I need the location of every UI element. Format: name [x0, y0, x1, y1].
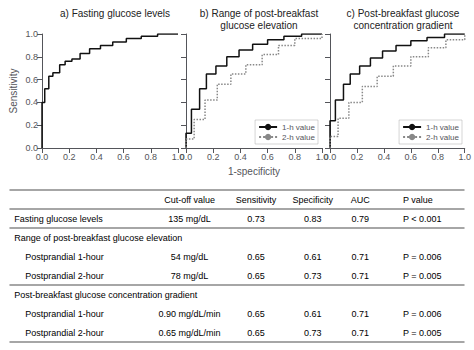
svg-text:1-h value: 1-h value [426, 123, 459, 132]
svg-text:concentration gradient: concentration gradient [354, 20, 453, 31]
svg-text:2-h value: 2-h value [426, 133, 459, 142]
svg-text:0.73: 0.73 [304, 271, 322, 281]
svg-text:0.0: 0.0 [36, 152, 49, 162]
svg-text:0.71: 0.71 [351, 309, 369, 319]
svg-text:P = 0.006: P = 0.006 [403, 252, 442, 262]
svg-text:1.0: 1.0 [315, 151, 329, 162]
svg-text:0.2: 0.2 [63, 152, 76, 162]
svg-text:0.4: 0.4 [90, 152, 103, 162]
svg-text:Sensitivity: Sensitivity [236, 195, 277, 205]
svg-text:135 mg/dL: 135 mg/dL [168, 214, 211, 224]
svg-text:1-specificity: 1-specificity [228, 166, 280, 177]
svg-text:0.83: 0.83 [304, 214, 322, 224]
svg-text:0.71: 0.71 [351, 271, 369, 281]
svg-text:b) Range of post-breakfast: b) Range of post-breakfast [200, 8, 319, 19]
svg-text:glucose elevation: glucose elevation [220, 20, 297, 31]
svg-text:0.61: 0.61 [304, 309, 322, 319]
svg-text:Sensitivity: Sensitivity [8, 68, 19, 113]
svg-text:Specificity: Specificity [293, 195, 334, 205]
svg-text:P = 0.005: P = 0.005 [403, 328, 442, 338]
svg-text:0.73: 0.73 [304, 328, 322, 338]
svg-text:P value: P value [403, 195, 433, 205]
svg-text:P = 0.006: P = 0.006 [403, 309, 442, 319]
svg-text:1.0: 1.0 [458, 152, 471, 162]
svg-text:Fasting glucose levels: Fasting glucose levels [14, 214, 103, 224]
svg-text:0.2: 0.2 [351, 152, 364, 162]
svg-text:P = 0.005: P = 0.005 [403, 271, 442, 281]
svg-text:Postprandial 2-hour: Postprandial 2-hour [20, 328, 104, 338]
svg-text:Post-breakfast glucose concent: Post-breakfast glucose concentration gra… [14, 290, 198, 300]
svg-text:0.6: 0.6 [261, 152, 274, 162]
svg-text:1.0: 1.0 [171, 151, 185, 162]
svg-text:0.65: 0.65 [247, 252, 265, 262]
svg-text:c) Post-breakfast glucose: c) Post-breakfast glucose [347, 8, 460, 19]
svg-text:0.6: 0.6 [405, 152, 418, 162]
svg-text:Postprandial 1-hour: Postprandial 1-hour [20, 252, 104, 262]
svg-text:0.8: 0.8 [25, 52, 38, 62]
svg-text:2-h value: 2-h value [282, 133, 315, 142]
svg-text:0.6: 0.6 [117, 152, 130, 162]
svg-text:Range of post-breakfast glucos: Range of post-breakfast glucose elevatio… [14, 233, 182, 243]
svg-text:0.71: 0.71 [351, 328, 369, 338]
svg-text:0.90 mg/dL/min: 0.90 mg/dL/min [159, 309, 221, 319]
svg-text:0.65: 0.65 [247, 309, 265, 319]
svg-text:0.71: 0.71 [351, 252, 369, 262]
svg-text:P < 0.001: P < 0.001 [403, 214, 442, 224]
svg-text:1-h value: 1-h value [282, 123, 315, 132]
svg-text:0.4: 0.4 [234, 152, 247, 162]
svg-text:0.8: 0.8 [145, 152, 158, 162]
svg-text:0.2: 0.2 [25, 120, 38, 130]
svg-text:0.4: 0.4 [378, 152, 391, 162]
svg-text:0.65: 0.65 [247, 328, 265, 338]
svg-text:Postprandial 1-hour: Postprandial 1-hour [20, 309, 104, 319]
svg-text:0.4: 0.4 [25, 97, 38, 107]
svg-text:0.73: 0.73 [247, 214, 265, 224]
svg-text:54 mg/dL: 54 mg/dL [171, 252, 209, 262]
svg-text:0.79: 0.79 [351, 214, 369, 224]
svg-text:1.0: 1.0 [25, 29, 38, 39]
svg-text:0.8: 0.8 [289, 152, 302, 162]
svg-text:0.0: 0.0 [180, 152, 193, 162]
svg-text:0.6: 0.6 [25, 75, 38, 85]
svg-text:AUC: AUC [351, 195, 371, 205]
svg-text:0.2: 0.2 [207, 152, 220, 162]
svg-text:78 mg/dL: 78 mg/dL [171, 271, 209, 281]
svg-text:a) Fasting glucose levels: a) Fasting glucose levels [60, 8, 170, 19]
svg-text:0.8: 0.8 [432, 152, 445, 162]
svg-text:0.0: 0.0 [25, 143, 38, 153]
svg-text:0.61: 0.61 [304, 252, 322, 262]
svg-text:0.0: 0.0 [324, 152, 337, 162]
svg-text:Postprandial 2-hour: Postprandial 2-hour [20, 271, 104, 281]
svg-text:0.65 mg/dL/min: 0.65 mg/dL/min [159, 328, 221, 338]
svg-text:Cut-off value: Cut-off value [164, 195, 215, 205]
svg-text:0.65: 0.65 [247, 271, 265, 281]
